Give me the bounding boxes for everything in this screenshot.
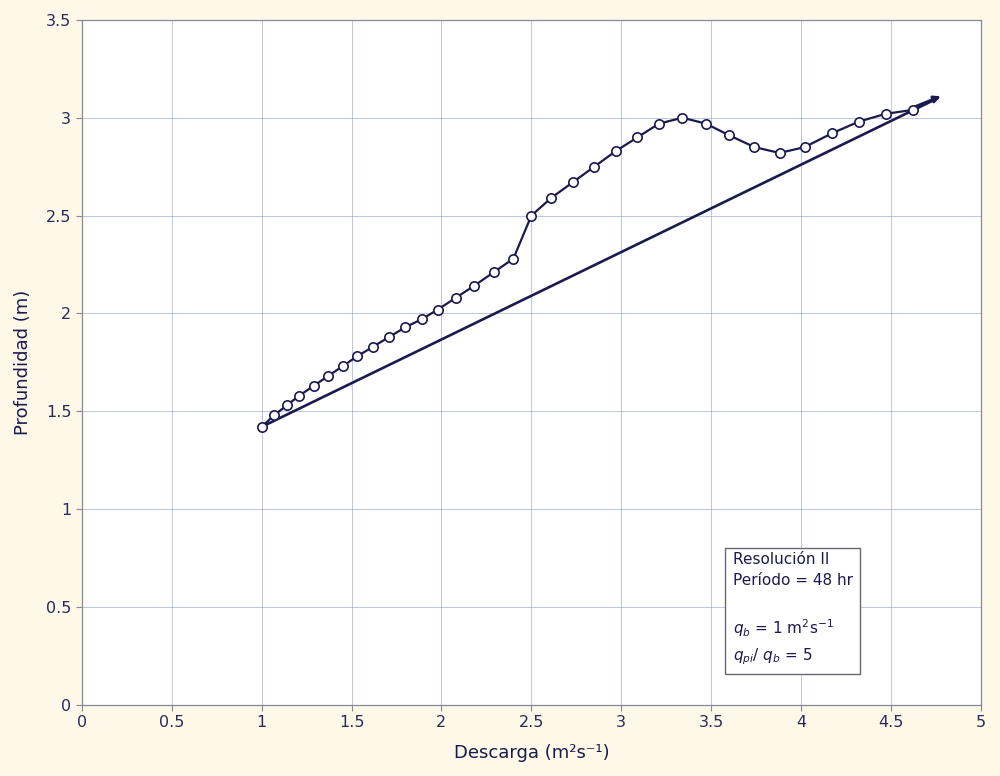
Point xyxy=(486,266,502,279)
Point xyxy=(291,390,307,402)
Point xyxy=(505,252,521,265)
Point xyxy=(306,379,322,392)
Point xyxy=(651,117,667,130)
Point xyxy=(430,303,446,316)
Point xyxy=(414,313,430,325)
Point xyxy=(335,360,351,372)
Point xyxy=(523,210,539,222)
Point xyxy=(851,116,867,128)
Y-axis label: Profundidad (m): Profundidad (m) xyxy=(14,289,32,435)
Point xyxy=(365,341,381,353)
Point xyxy=(266,409,282,421)
Point xyxy=(797,141,813,154)
Text: Resolución II
Período = 48 hr

$q_b$ = 1 m$^2$s$^{-1}$
$q_{pi}$/ $q_b$ = 5: Resolución II Período = 48 hr $q_b$ = 1 … xyxy=(733,553,853,667)
Point xyxy=(254,421,270,433)
Point xyxy=(397,321,413,334)
Point xyxy=(698,117,714,130)
X-axis label: Descarga (m²s⁻¹): Descarga (m²s⁻¹) xyxy=(454,744,609,762)
Point xyxy=(320,370,336,383)
Point xyxy=(905,104,921,116)
Point xyxy=(543,192,559,204)
Point xyxy=(878,108,894,120)
Point xyxy=(448,292,464,304)
Point xyxy=(466,280,482,293)
Point xyxy=(772,147,788,159)
Point xyxy=(381,331,397,343)
Point xyxy=(674,112,690,124)
Point xyxy=(349,350,365,362)
Point xyxy=(586,161,602,173)
Point xyxy=(608,145,624,158)
Point xyxy=(279,399,295,411)
Point xyxy=(565,176,581,189)
Point xyxy=(746,141,762,154)
Point xyxy=(824,127,840,140)
Point xyxy=(629,131,645,144)
Point xyxy=(721,129,737,141)
